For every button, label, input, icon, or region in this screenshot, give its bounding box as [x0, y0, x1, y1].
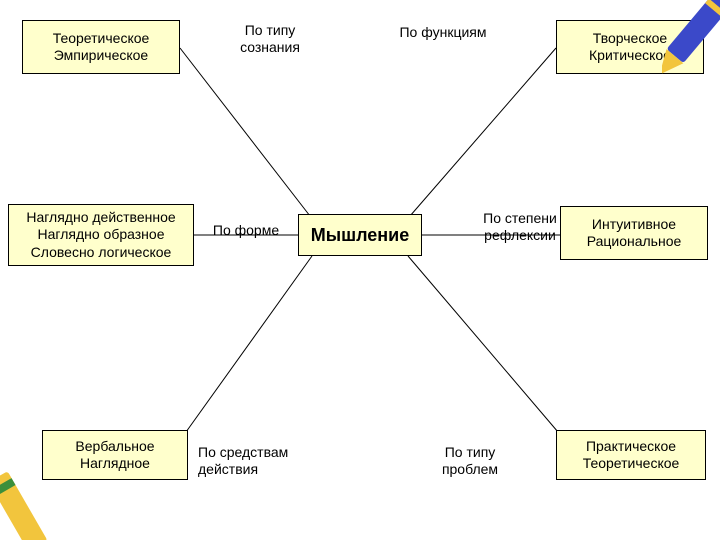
- outer-box-line: Практическое: [586, 438, 676, 456]
- outer-box-line: Рациональное: [587, 233, 682, 251]
- connector-line: [408, 256, 558, 432]
- category-label-l-top-left: По типу сознания: [220, 22, 320, 56]
- category-label-l-bot-left: По средствам действия: [198, 444, 318, 478]
- connector-line: [186, 256, 312, 432]
- category-label-l-bot-right: По типу проблем: [420, 444, 520, 478]
- category-label-l-mid-right: По степени рефлексии: [470, 210, 570, 244]
- outer-box-line: Вербальное: [75, 438, 154, 456]
- connector-line: [410, 48, 556, 216]
- outer-box-line: Эмпирическое: [54, 47, 148, 65]
- outer-box-line: Словесно логическое: [31, 244, 172, 262]
- outer-box-top-left: ТеоретическоеЭмпирическое: [22, 20, 180, 74]
- category-label-l-top-right: По функциям: [388, 24, 498, 41]
- pencil-icon: [0, 460, 132, 540]
- outer-box-line: Теоретическое: [53, 30, 150, 48]
- outer-box-line: Творческое: [593, 30, 667, 48]
- outer-box-line: Наглядно действенное: [26, 209, 175, 227]
- center-node-label: Мышление: [311, 224, 410, 247]
- outer-box-line: Интуитивное: [592, 216, 676, 234]
- outer-box-line: Наглядно образное: [38, 226, 165, 244]
- outer-box-line: Теоретическое: [583, 455, 680, 473]
- outer-box-line: Критическое: [589, 47, 671, 65]
- crayon-icon: [662, 0, 720, 108]
- connector-line: [180, 48, 310, 216]
- outer-box-bot-right: ПрактическоеТеоретическое: [556, 430, 706, 480]
- outer-box-mid-right: ИнтуитивноеРациональное: [560, 206, 708, 260]
- category-label-l-mid-left: По форме: [206, 222, 286, 239]
- center-node: Мышление: [298, 214, 422, 256]
- outer-box-mid-left: Наглядно действенноеНаглядно образноеСло…: [8, 204, 194, 266]
